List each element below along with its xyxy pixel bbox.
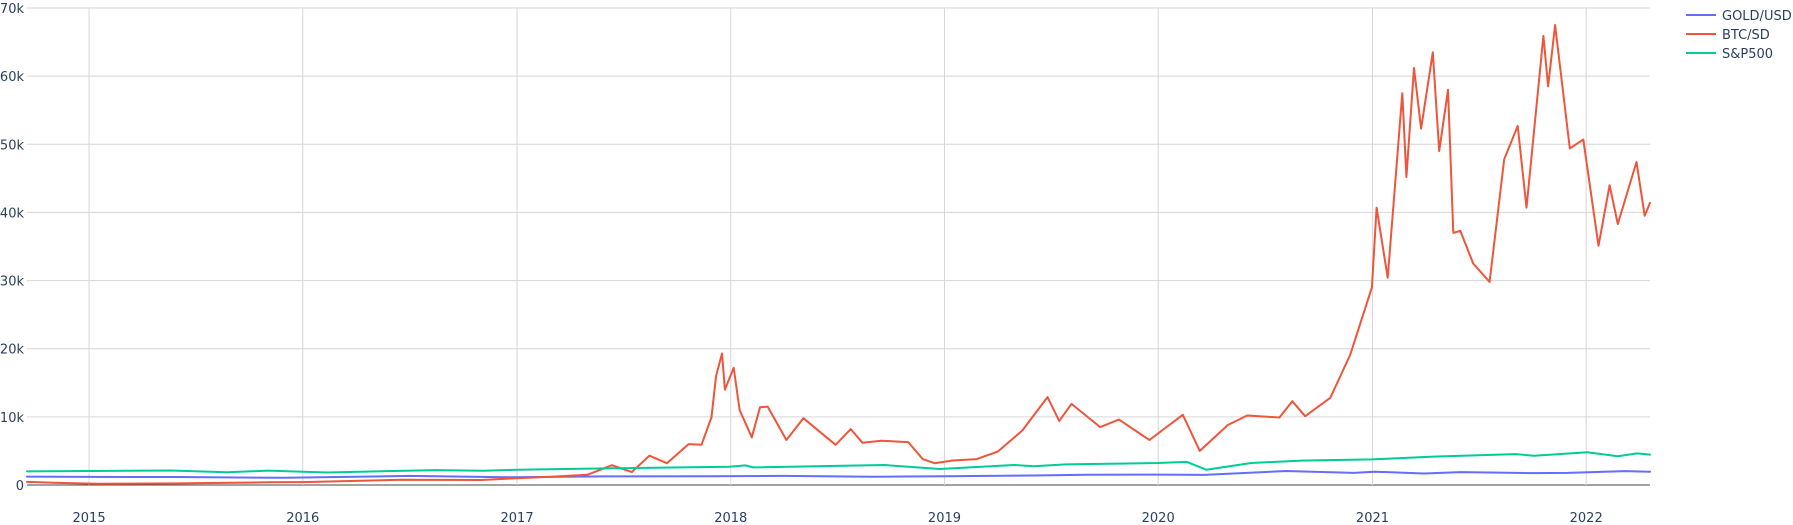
y-tick-label: 30k xyxy=(0,275,24,290)
y-tick-label: 40k xyxy=(0,206,24,221)
legend-item-btc-sd[interactable]: BTC/SD xyxy=(1686,28,1770,43)
series-line-s-p500 xyxy=(26,451,1651,474)
legend-item-s-p500[interactable]: S&P500 xyxy=(1686,47,1773,62)
y-tick-label: 10k xyxy=(0,411,24,426)
y-tick-label: 50k xyxy=(0,138,24,153)
legend-label: S&P500 xyxy=(1722,47,1773,62)
y-tick-label: 0 xyxy=(16,479,24,494)
legend-label: BTC/SD xyxy=(1722,28,1770,43)
x-tick-label: 2021 xyxy=(1356,511,1389,525)
legend[interactable]: GOLD/USD BTC/SD S&P500 xyxy=(1686,9,1792,62)
x-tick-label: 2020 xyxy=(1142,511,1175,525)
x-axis: 2015 2016 2017 2018 2019 2020 2021 2022 xyxy=(73,511,1603,525)
x-tick-label: 2019 xyxy=(928,511,961,525)
x-tick-label: 2022 xyxy=(1570,511,1603,525)
legend-label: GOLD/USD xyxy=(1722,9,1792,24)
y-axis: 0 10k 20k 30k 40k 50k 60k 70k xyxy=(0,2,24,494)
legend-item-gold-usd[interactable]: GOLD/USD xyxy=(1686,9,1792,24)
series-line-btc-sd xyxy=(26,24,1651,485)
series-line-gold-usd xyxy=(26,470,1651,479)
x-tick-label: 2015 xyxy=(73,511,106,525)
y-tick-label: 60k xyxy=(0,70,24,85)
x-tick-label: 2017 xyxy=(501,511,534,525)
y-tick-label: 70k xyxy=(0,2,24,17)
x-tick-label: 2018 xyxy=(714,511,747,525)
y-tick-label: 20k xyxy=(0,343,24,358)
series-layer xyxy=(26,24,1651,485)
x-tick-label: 2016 xyxy=(286,511,319,525)
grid-lines xyxy=(27,7,1650,486)
